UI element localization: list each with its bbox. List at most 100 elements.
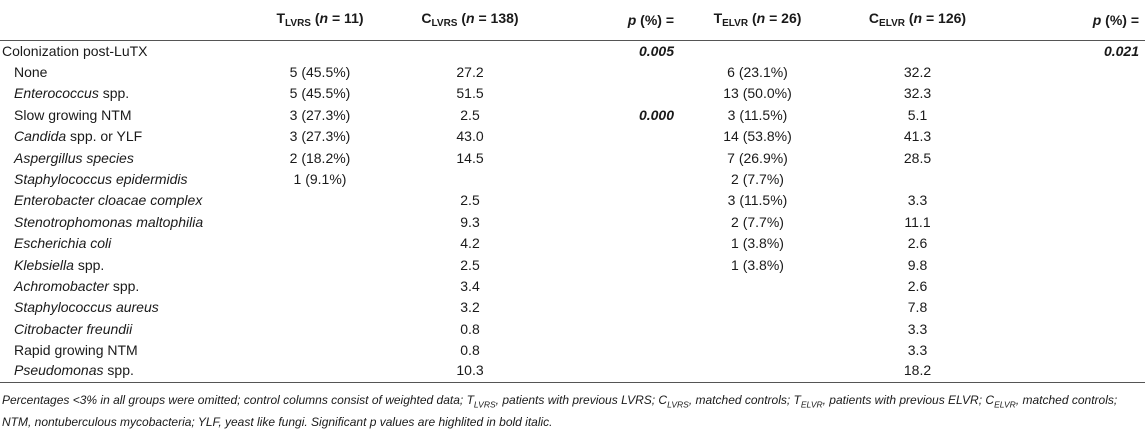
table-row: Rapid growing NTM 0.8 3.3: [0, 339, 1145, 360]
cell-c-lvrs: 3.4: [460, 277, 480, 294]
cell-p-elvr: [1000, 233, 1145, 254]
cell-t-lvrs: [255, 360, 385, 383]
cell-p-lvrs: [555, 275, 680, 296]
cell-c-lvrs: 2.5: [460, 256, 480, 273]
row-label: Rapid growing NTM: [14, 342, 138, 359]
cell-p-elvr: [1000, 83, 1145, 104]
cell-t-elvr: 1 (3.8%): [731, 235, 784, 252]
cell-p-elvr: [1000, 126, 1145, 147]
row-label: Stenotrophomonas maltophilia: [14, 213, 204, 230]
cell-p-lvrs: [555, 83, 680, 104]
cell-p-elvr: [1000, 297, 1145, 318]
cell-c-elvr: 5.1: [907, 106, 928, 123]
cell-p-lvrs: [555, 318, 680, 339]
cell-t-elvr: [680, 297, 835, 318]
cell-p-lvrs: [555, 233, 680, 254]
header-c-elvr: CELVR (n = 126): [835, 0, 1000, 41]
cell-c-elvr: [835, 40, 1000, 61]
table-row: Candida spp. or YLF 3 (27.3%) 43.0 14 (53.8…: [0, 126, 1145, 147]
cell-p-lvrs: [555, 360, 680, 383]
cell-c-lvrs: 27.2: [456, 64, 484, 81]
row-label: Enterobacter cloacae complex: [14, 192, 203, 209]
cell-p-elvr: [1000, 168, 1145, 189]
cell-t-elvr: 7 (26.9%): [727, 149, 788, 166]
cell-t-elvr: 2 (7.7%): [731, 213, 784, 230]
cell-c-elvr: 9.8: [907, 256, 928, 273]
cell-c-elvr: 3.3: [907, 342, 928, 359]
cell-p-lvrs: [555, 147, 680, 168]
cell-p-elvr: [1000, 190, 1145, 211]
cell-p-lvrs: [555, 339, 680, 360]
cell-c-elvr: 32.3: [903, 85, 932, 102]
table-row: Enterococcus spp. 5 (45.5%) 51.5 13 (50.0%)…: [0, 83, 1145, 104]
cell-c-elvr: 18.2: [835, 360, 1000, 383]
cell-t-lvrs: [255, 339, 385, 360]
cell-p-elvr: [1000, 254, 1145, 275]
row-label: Aspergillus species: [14, 149, 134, 166]
cell-t-elvr: [680, 318, 835, 339]
row-label: Colonization post-LuTX: [2, 42, 148, 59]
cell-t-elvr: 1 (3.8%): [731, 256, 784, 273]
cell-c-lvrs: 0.8: [460, 320, 480, 337]
cell-p-lvrs: 0.005: [638, 42, 674, 59]
cell-c-lvrs: 14.5: [456, 149, 484, 166]
cell-p-elvr: [1000, 339, 1145, 360]
cell-p-lvrs: [555, 126, 680, 147]
cell-t-lvrs: [255, 190, 385, 211]
cell-c-elvr: 7.8: [907, 299, 928, 316]
table-row: Slow growing NTM 3 (27.3%) 2.5 0.000 3 (11.5…: [0, 104, 1145, 125]
cell-p-elvr: [1000, 318, 1145, 339]
header-p-lvrs: p (%) =: [555, 0, 680, 41]
cell-t-lvrs: [255, 297, 385, 318]
cell-c-lvrs: [385, 168, 555, 189]
cell-c-elvr: 11.1: [904, 213, 931, 230]
cell-c-lvrs: 9.3: [460, 213, 480, 230]
cell-t-lvrs: 3 (27.3%): [289, 106, 351, 123]
cell-p-elvr: 0.021: [1103, 42, 1139, 59]
table-row: Stenotrophomonas maltophilia 9.3 2 (7.7%) 1…: [0, 211, 1145, 232]
colonization-table: TLVRS (n = 11) CLVRS (n = 138) p (%) = T…: [0, 0, 1145, 383]
row-label: Enterococcus spp.: [14, 85, 130, 102]
cell-t-elvr: 14 (53.8%): [723, 128, 792, 145]
table-row: Escherichia coli 4.2 1 (3.8%) 2.6: [0, 233, 1145, 254]
cell-c-lvrs: 0.8: [460, 342, 480, 359]
table-row: None 5 (45.5%) 27.2 6 (23.1%) 32.2: [0, 61, 1145, 82]
table-row: Klebsiella spp. 2.5 1 (3.8%) 9.8: [0, 254, 1145, 275]
row-label: Pseudomonas spp.: [0, 360, 255, 383]
header-c-lvrs: CLVRS (n = 138): [385, 0, 555, 41]
header-label: [0, 0, 255, 41]
cell-c-lvrs: 2.5: [460, 192, 480, 209]
table-row: Enterobacter cloacae complex 2.5 3 (11.5%)…: [0, 190, 1145, 211]
cell-c-lvrs: 43.0: [456, 128, 484, 145]
cell-c-lvrs: 51.5: [456, 85, 484, 102]
cell-t-lvrs: 3 (27.3%): [289, 128, 351, 145]
cell-t-lvrs: 1 (9.1%): [293, 171, 347, 188]
table-row: Colonization post-LuTX 0.005 0.021: [0, 40, 1145, 61]
cell-t-elvr: 3 (11.5%): [727, 192, 788, 209]
cell-c-elvr: 2.6: [907, 277, 928, 294]
table-body: Colonization post-LuTX 0.005 0.021 None 5 (4…: [0, 40, 1145, 383]
cell-p-elvr: [1000, 104, 1145, 125]
cell-c-lvrs: 10.3: [385, 360, 555, 383]
cell-t-lvrs: [255, 211, 385, 232]
cell-t-elvr: [680, 275, 835, 296]
table-row: Staphylococcus aureus 3.2 7.8: [0, 297, 1145, 318]
cell-c-lvrs: 3.2: [460, 299, 480, 316]
cell-p-lvrs: [555, 211, 680, 232]
row-label: Staphylococcus epidermidis: [14, 171, 188, 188]
cell-t-elvr: [680, 360, 835, 383]
table-row: Aspergillus species 2 (18.2%) 14.5 7 (26.9%…: [0, 147, 1145, 168]
header-p-elvr: p (%) =: [1000, 0, 1145, 41]
cell-t-elvr: 6 (23.1%): [727, 64, 788, 81]
table-header-row: TLVRS (n = 11) CLVRS (n = 138) p (%) = T…: [0, 0, 1145, 41]
row-label: Citrobacter freundii: [14, 320, 133, 337]
cell-p-elvr: [1000, 147, 1145, 168]
header-t-lvrs: TLVRS (n = 11): [255, 0, 385, 41]
cell-t-elvr: 13 (50.0%): [723, 85, 792, 102]
cell-p-elvr: [1000, 211, 1145, 232]
cell-p-lvrs: [555, 168, 680, 189]
cell-c-elvr: 3.3: [907, 320, 928, 337]
row-label: Escherichia coli: [14, 235, 112, 252]
cell-t-elvr: 2 (7.7%): [731, 171, 784, 188]
table-row: Citrobacter freundii 0.8 3.3: [0, 318, 1145, 339]
